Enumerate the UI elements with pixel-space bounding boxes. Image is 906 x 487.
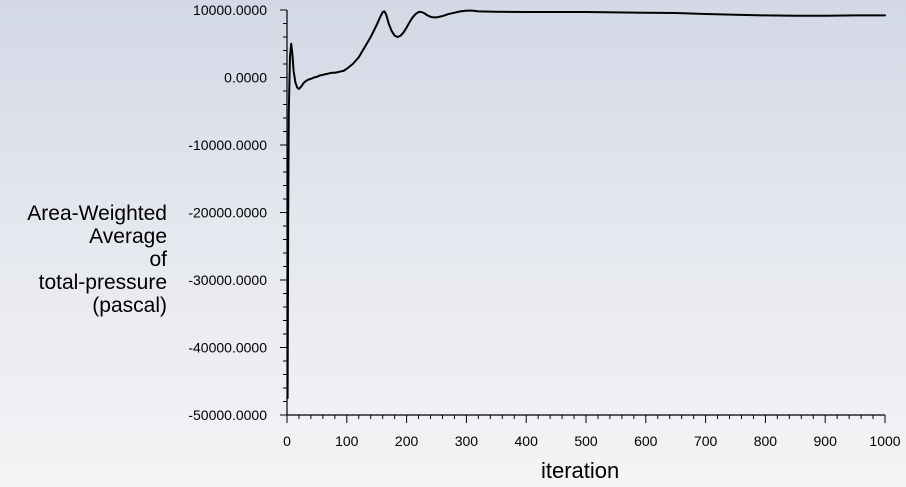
y-axis-label-line-1: Area-Weighted <box>27 202 167 225</box>
y-tick-label: -10000.0000 <box>188 137 267 153</box>
axes <box>286 10 885 416</box>
y-tick-label: 0.0000 <box>224 70 267 86</box>
x-tick-label: 400 <box>515 433 539 449</box>
y-axis-label-line-3: of <box>149 248 167 271</box>
y-axis-label-line-4: total-pressure <box>38 271 167 294</box>
y-tick-label: -30000.0000 <box>188 272 267 288</box>
x-axis-label: iteration <box>541 458 620 483</box>
tick-marks <box>280 9 886 423</box>
x-tick-label: 0 <box>283 433 291 449</box>
x-tick-label: 700 <box>694 433 718 449</box>
x-tick-labels: 0 100 200 300 400 500 600 700 800 900 1000 <box>283 433 901 449</box>
x-tick-label: 200 <box>395 433 419 449</box>
series-lines <box>286 9 886 400</box>
x-tick-label: 500 <box>574 433 598 449</box>
y-axis-label-line-5: (pascal) <box>92 294 167 317</box>
y-tick-labels: -50000.0000 -40000.0000 -30000.0000 -20000.… <box>188 2 267 423</box>
y-tick-label: -40000.0000 <box>188 340 267 356</box>
x-tick-label: 100 <box>335 433 359 449</box>
x-tick-label: 300 <box>455 433 479 449</box>
x-tick-label: 900 <box>814 433 838 449</box>
y-tick-label: -50000.0000 <box>188 407 267 423</box>
x-tick-label: 1000 <box>869 433 900 449</box>
y-tick-label: 10000.0000 <box>193 2 267 18</box>
series-line <box>286 9 886 400</box>
y-axis-label-line-2: Average <box>89 225 167 248</box>
x-tick-label: 800 <box>754 433 778 449</box>
x-tick-label: 600 <box>634 433 658 449</box>
y-tick-label: -20000.0000 <box>188 205 267 221</box>
y-axis-label: Area-Weighted Average of total-pressure … <box>27 202 167 317</box>
